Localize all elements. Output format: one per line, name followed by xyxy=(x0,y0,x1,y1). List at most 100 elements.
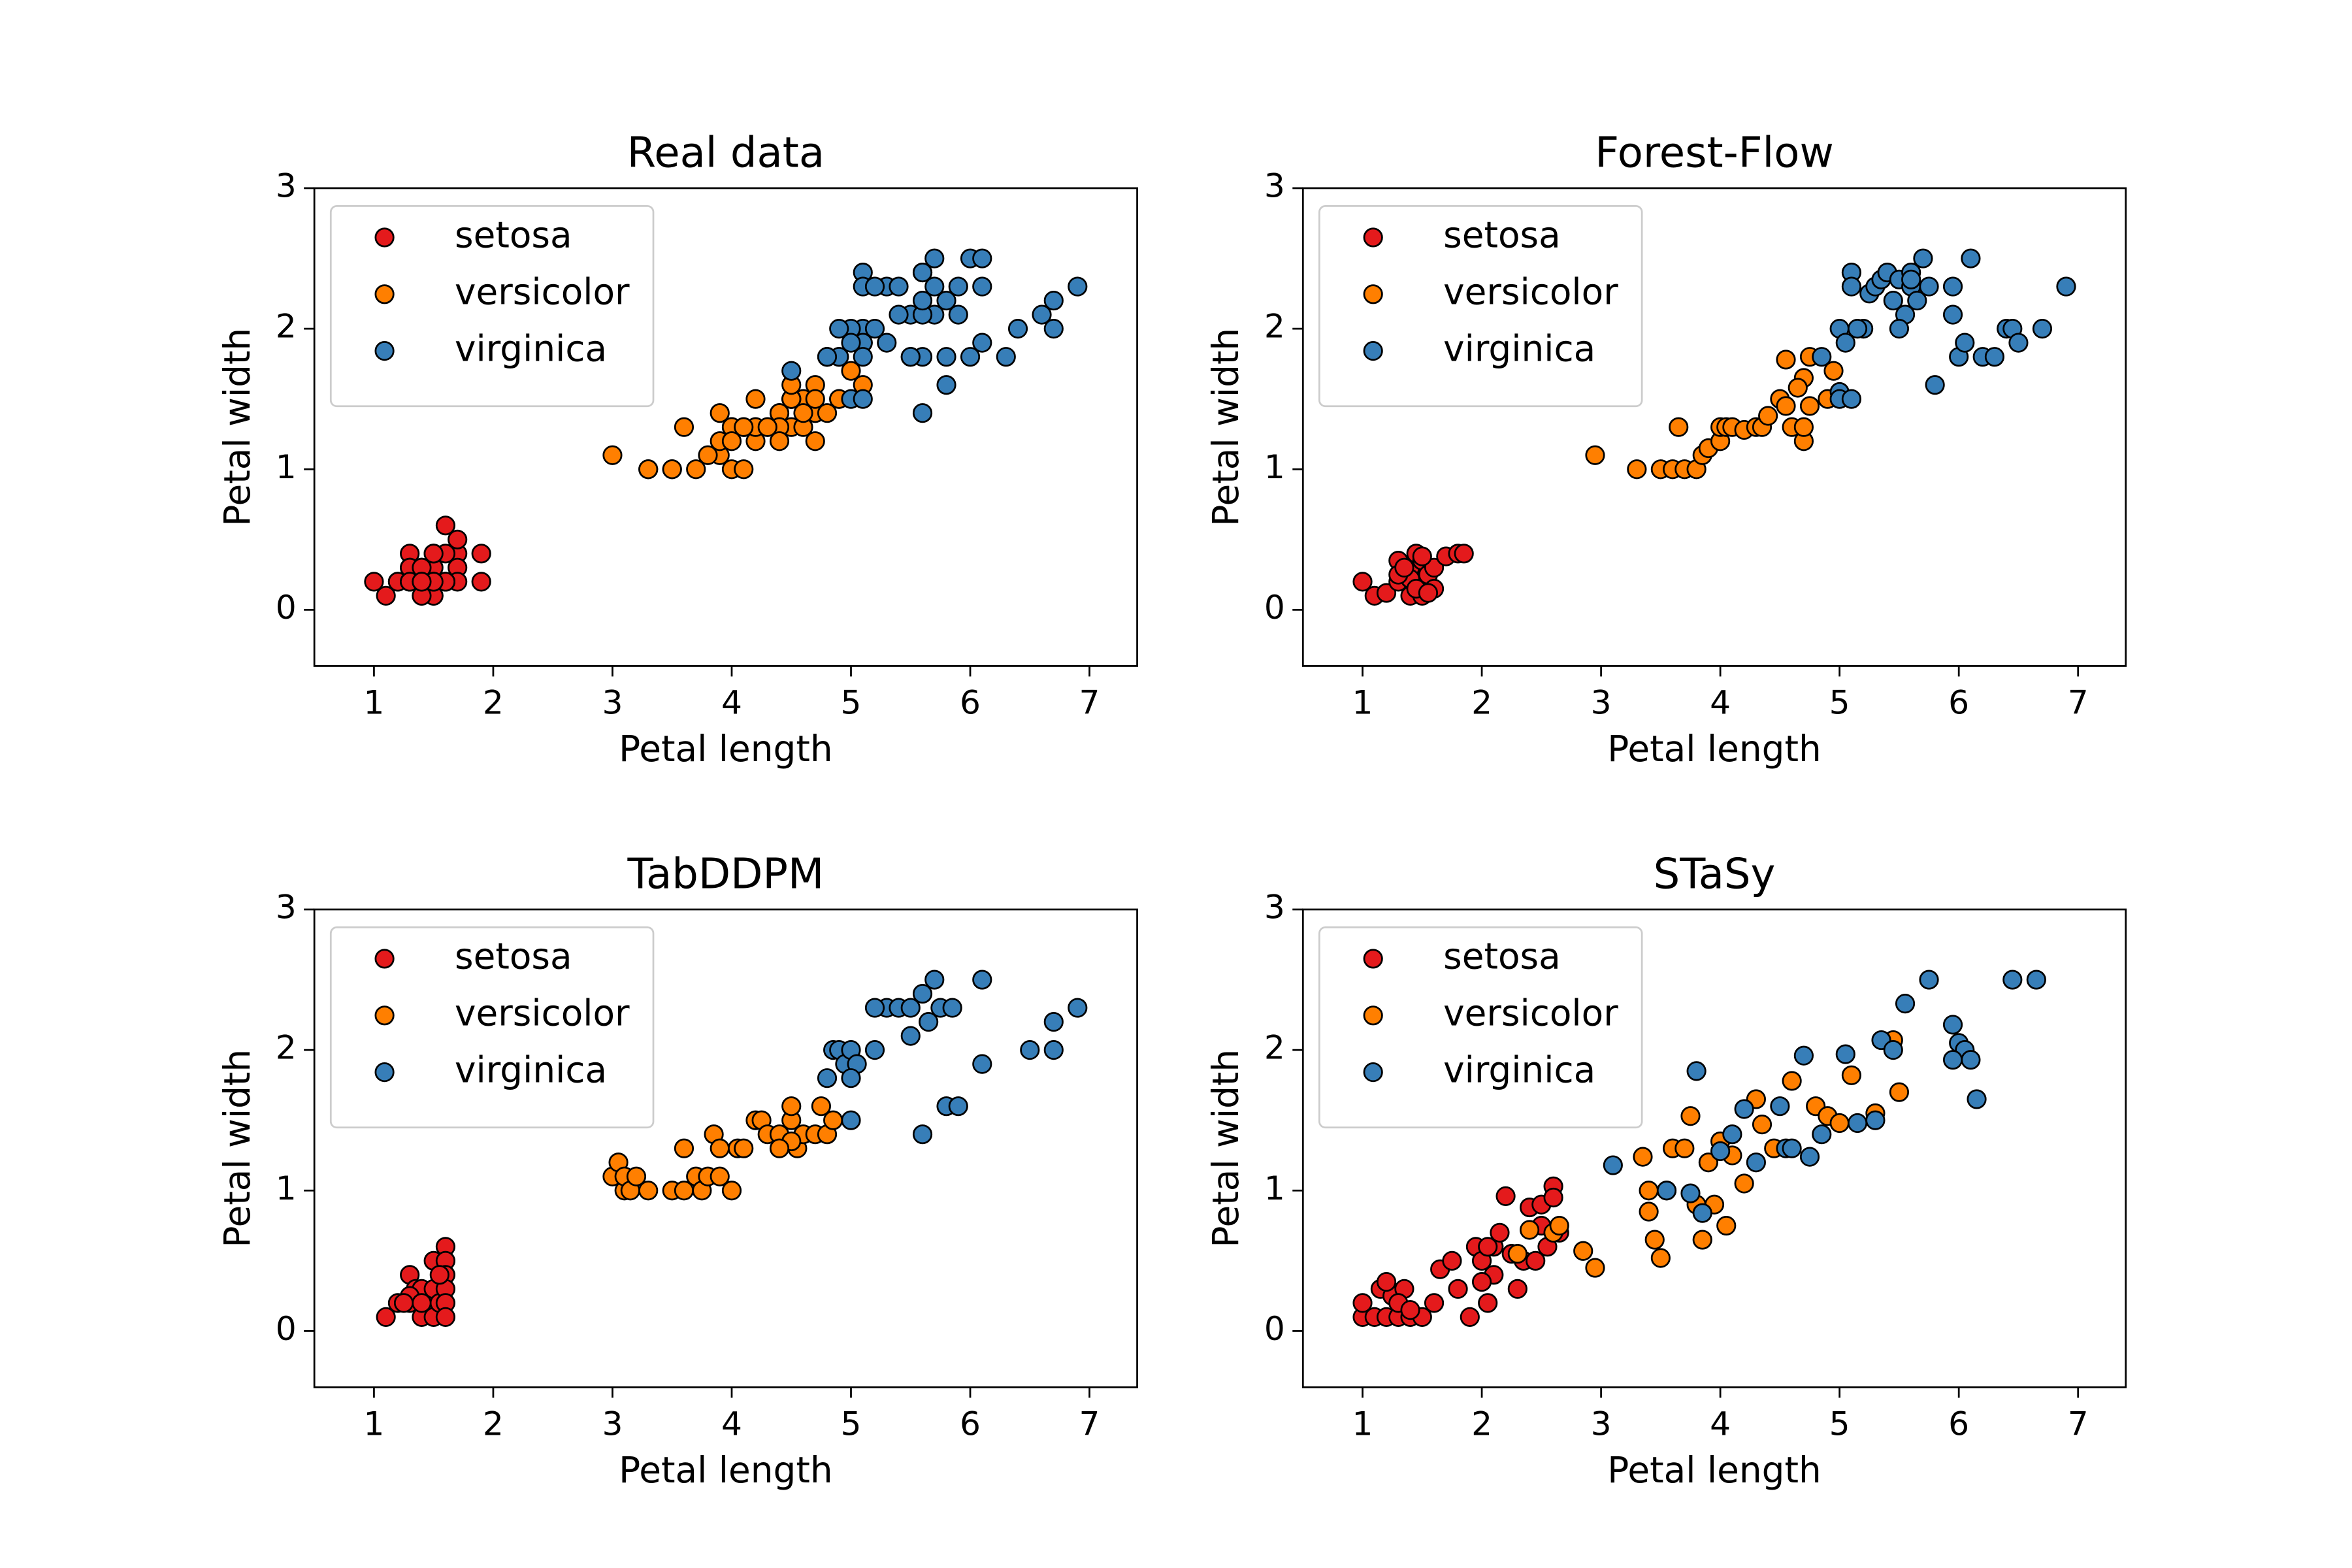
scatter-point xyxy=(972,248,992,269)
scatter-point xyxy=(1495,1186,1516,1206)
scatter-point xyxy=(1734,1099,1754,1119)
scatter-point xyxy=(1400,1300,1420,1320)
scatter-point xyxy=(1698,1152,1718,1173)
subplot-title: TabDDPM xyxy=(627,850,824,898)
scatter-point xyxy=(435,515,456,536)
scatter-point xyxy=(1376,1271,1397,1292)
scatter-point xyxy=(1812,1124,1832,1145)
scatter-point xyxy=(1782,1071,1802,1091)
scatter-point xyxy=(1507,1279,1527,1299)
scatter-point xyxy=(841,361,861,381)
scatter-point xyxy=(1490,1222,1510,1243)
scatter-point xyxy=(811,1096,831,1117)
scatter-point xyxy=(864,276,885,297)
legend-box xyxy=(329,205,655,408)
scatter-point xyxy=(710,1138,730,1158)
y-tick-label: 2 xyxy=(276,307,297,346)
x-axis-label: Petal length xyxy=(619,1449,832,1491)
scatter-point xyxy=(393,1293,414,1313)
legend-label: versicolor xyxy=(1443,992,1618,1034)
scatter-point xyxy=(686,459,706,480)
legend-marker xyxy=(1363,1005,1383,1026)
scatter-point xyxy=(1883,291,1903,311)
scatter-point xyxy=(1627,459,1647,480)
x-tick-label: 2 xyxy=(1471,1404,1492,1443)
scatter-point xyxy=(1585,1258,1605,1278)
scatter-point xyxy=(1812,347,1832,367)
scatter-point xyxy=(1442,1250,1462,1271)
scatter-point xyxy=(972,333,992,353)
scatter-point xyxy=(912,262,933,283)
scatter-point xyxy=(674,417,694,437)
x-tick-label: 7 xyxy=(1079,1404,1100,1443)
scatter-point xyxy=(448,529,468,549)
x-tick-label: 3 xyxy=(1591,683,1612,721)
scatter-point xyxy=(1734,1173,1754,1194)
scatter-point xyxy=(1883,1040,1903,1060)
scatter-point xyxy=(823,1110,843,1130)
x-tick-label: 4 xyxy=(1710,1404,1731,1443)
scatter-point xyxy=(638,1181,659,1201)
y-tick-label: 0 xyxy=(1264,588,1285,627)
scatter-point xyxy=(1776,350,1796,370)
y-tick-label: 1 xyxy=(1264,1169,1285,1207)
scatter-point xyxy=(1460,1307,1480,1327)
scatter-point xyxy=(1376,583,1397,603)
legend-label: versicolor xyxy=(1443,270,1618,312)
scatter-point xyxy=(376,585,396,606)
scatter-point xyxy=(853,347,873,367)
scatter-point xyxy=(853,389,873,409)
scatter-point xyxy=(1471,1271,1492,1292)
scatter-point xyxy=(1913,248,1933,269)
legend-marker xyxy=(1363,1062,1383,1083)
scatter-point xyxy=(1352,1293,1373,1313)
scatter-point xyxy=(1352,572,1373,592)
scatter-point xyxy=(1722,1124,1742,1145)
scatter-point xyxy=(924,970,945,990)
subplot: TabDDPM Petal length Petal width 1 2 3 4 5 6 7 0 1 2… xyxy=(216,850,1138,1491)
scatter-point xyxy=(1020,1040,1040,1060)
scatter-point xyxy=(841,333,861,353)
axes-frame xyxy=(1301,908,2127,1388)
scatter-point xyxy=(1889,1082,1910,1102)
scatter-point xyxy=(1835,1044,1855,1064)
scatter-point xyxy=(698,445,718,465)
y-tick-label: 2 xyxy=(276,1028,297,1067)
legend-marker xyxy=(374,949,395,969)
legend-label: versicolor xyxy=(455,270,630,312)
scatter-point xyxy=(2032,319,2053,339)
x-tick-label: 5 xyxy=(841,683,862,721)
scatter-point xyxy=(1573,1241,1593,1261)
y-tick-label: 1 xyxy=(276,448,297,486)
scatter-point xyxy=(1841,389,1861,409)
scatter-point xyxy=(817,347,838,367)
x-tick-label: 7 xyxy=(1079,683,1100,721)
scatter-point xyxy=(948,276,968,297)
y-tick-label: 0 xyxy=(276,588,297,627)
scatter-point xyxy=(1043,1012,1064,1032)
scatter-point xyxy=(429,1265,449,1285)
scatter-point xyxy=(912,983,933,1004)
scatter-point xyxy=(936,291,956,311)
scatter-point xyxy=(471,572,491,592)
scatter-point xyxy=(1788,378,1808,398)
scatter-point xyxy=(960,347,981,367)
x-axis-label: Petal length xyxy=(619,728,832,770)
scatter-point xyxy=(1424,1293,1445,1313)
scatter-point xyxy=(912,1124,933,1145)
scatter-point xyxy=(734,417,754,437)
scatter-point xyxy=(924,248,945,269)
scatter-point xyxy=(912,291,933,311)
subplot-title: Real data xyxy=(627,129,825,177)
scatter-point xyxy=(721,1181,742,1201)
scatter-point xyxy=(1823,361,1844,381)
scatter-point xyxy=(1644,1230,1665,1250)
y-tick-label: 2 xyxy=(1264,1028,1285,1067)
scatter-point xyxy=(864,998,885,1018)
scatter-point xyxy=(1799,1147,1820,1167)
scatter-point xyxy=(1603,1155,1623,1175)
scatter-point xyxy=(912,403,933,423)
x-tick-label: 6 xyxy=(1948,1404,1969,1443)
scatter-point xyxy=(1680,1183,1701,1203)
scatter-point xyxy=(1686,1061,1707,1081)
